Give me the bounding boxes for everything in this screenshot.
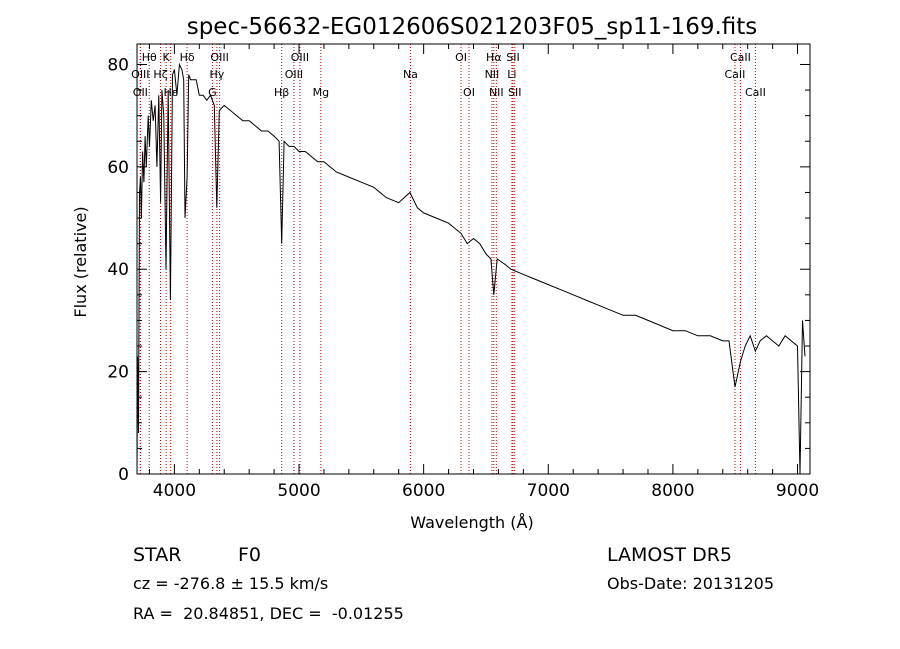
line-marker-label: CaII	[725, 68, 746, 81]
line-marker-label: OIII	[210, 51, 228, 64]
spectrum-series-line	[136, 62, 806, 475]
x-tick-label: 6000	[402, 481, 445, 501]
y-tick-label: 40	[107, 260, 129, 280]
x-tick-label: 9000	[776, 481, 819, 501]
line-marker-label: CaII	[730, 51, 751, 64]
redshift-velocity: cz = -276.8 ± 15.5 km/s	[133, 574, 328, 593]
line-marker-label: NII	[489, 86, 504, 99]
line-marker-label: G	[208, 86, 217, 99]
y-axis-label: Flux (relative)	[71, 206, 90, 317]
line-marker-label: Hε	[164, 86, 178, 99]
line-marker-label: Hα	[486, 51, 502, 64]
sky-coordinates: RA = 20.84851, DEC = -0.01255	[133, 604, 404, 623]
survey-name: LAMOST DR5	[607, 544, 732, 566]
y-tick-label: 80	[107, 55, 129, 75]
y-tick-label: 20	[107, 363, 129, 383]
object-subclass: F0	[238, 544, 261, 566]
line-marker-label: OII	[133, 86, 148, 99]
y-tick-label: 0	[118, 465, 129, 485]
x-tick-label: 5000	[277, 481, 320, 501]
x-axis-label: Wavelength (Å)	[410, 513, 533, 532]
line-marker-label: Na	[403, 68, 418, 81]
spectral-line-labels: OII OIII Hθ Hζ K Hε Hδ OIII Hγ G OIII OIII Hβ Mg Na OI O…	[131, 51, 766, 99]
spectral-line-markers	[139, 44, 756, 474]
line-marker-label: Hδ	[180, 51, 195, 64]
object-class: STAR	[133, 544, 181, 566]
line-marker-label: SII	[506, 51, 519, 64]
line-marker-label: Li	[507, 68, 516, 81]
line-marker-label: OI	[463, 86, 475, 99]
chart-title: spec-56632-EG012606S021203F05_sp11-169.f…	[187, 14, 758, 40]
line-marker-label: SII	[508, 86, 521, 99]
line-marker-label: OIII	[285, 68, 303, 81]
line-marker-label: Hβ	[274, 86, 289, 99]
line-marker-label: Hγ	[209, 68, 224, 81]
line-marker-label: Hζ	[153, 68, 167, 81]
x-axis-ticks: 4000 5000 6000 7000 8000 9000	[148, 44, 819, 501]
line-marker-label: CaII	[745, 86, 766, 99]
line-marker-label: OIII	[131, 68, 149, 81]
y-tick-label: 60	[107, 158, 129, 178]
x-tick-label: 4000	[153, 481, 196, 501]
x-tick-label: 7000	[527, 481, 570, 501]
line-marker-label: NII	[485, 68, 500, 81]
observation-date: Obs-Date: 20131205	[607, 574, 774, 593]
line-marker-label: Mg	[313, 86, 329, 99]
plot-frame	[136, 43, 811, 475]
y-axis-ticks: 0 20 40 60 80	[107, 55, 810, 485]
x-tick-label: 8000	[651, 481, 694, 501]
line-marker-label: OIII	[291, 51, 309, 64]
line-marker-label: OI	[455, 51, 467, 64]
spectrum-info-panel: STAR F0 LAMOST DR5 cz = -276.8 ± 15.5 km…	[133, 544, 774, 623]
line-marker-label: K	[163, 51, 171, 64]
line-marker-label: Hθ	[142, 51, 157, 64]
